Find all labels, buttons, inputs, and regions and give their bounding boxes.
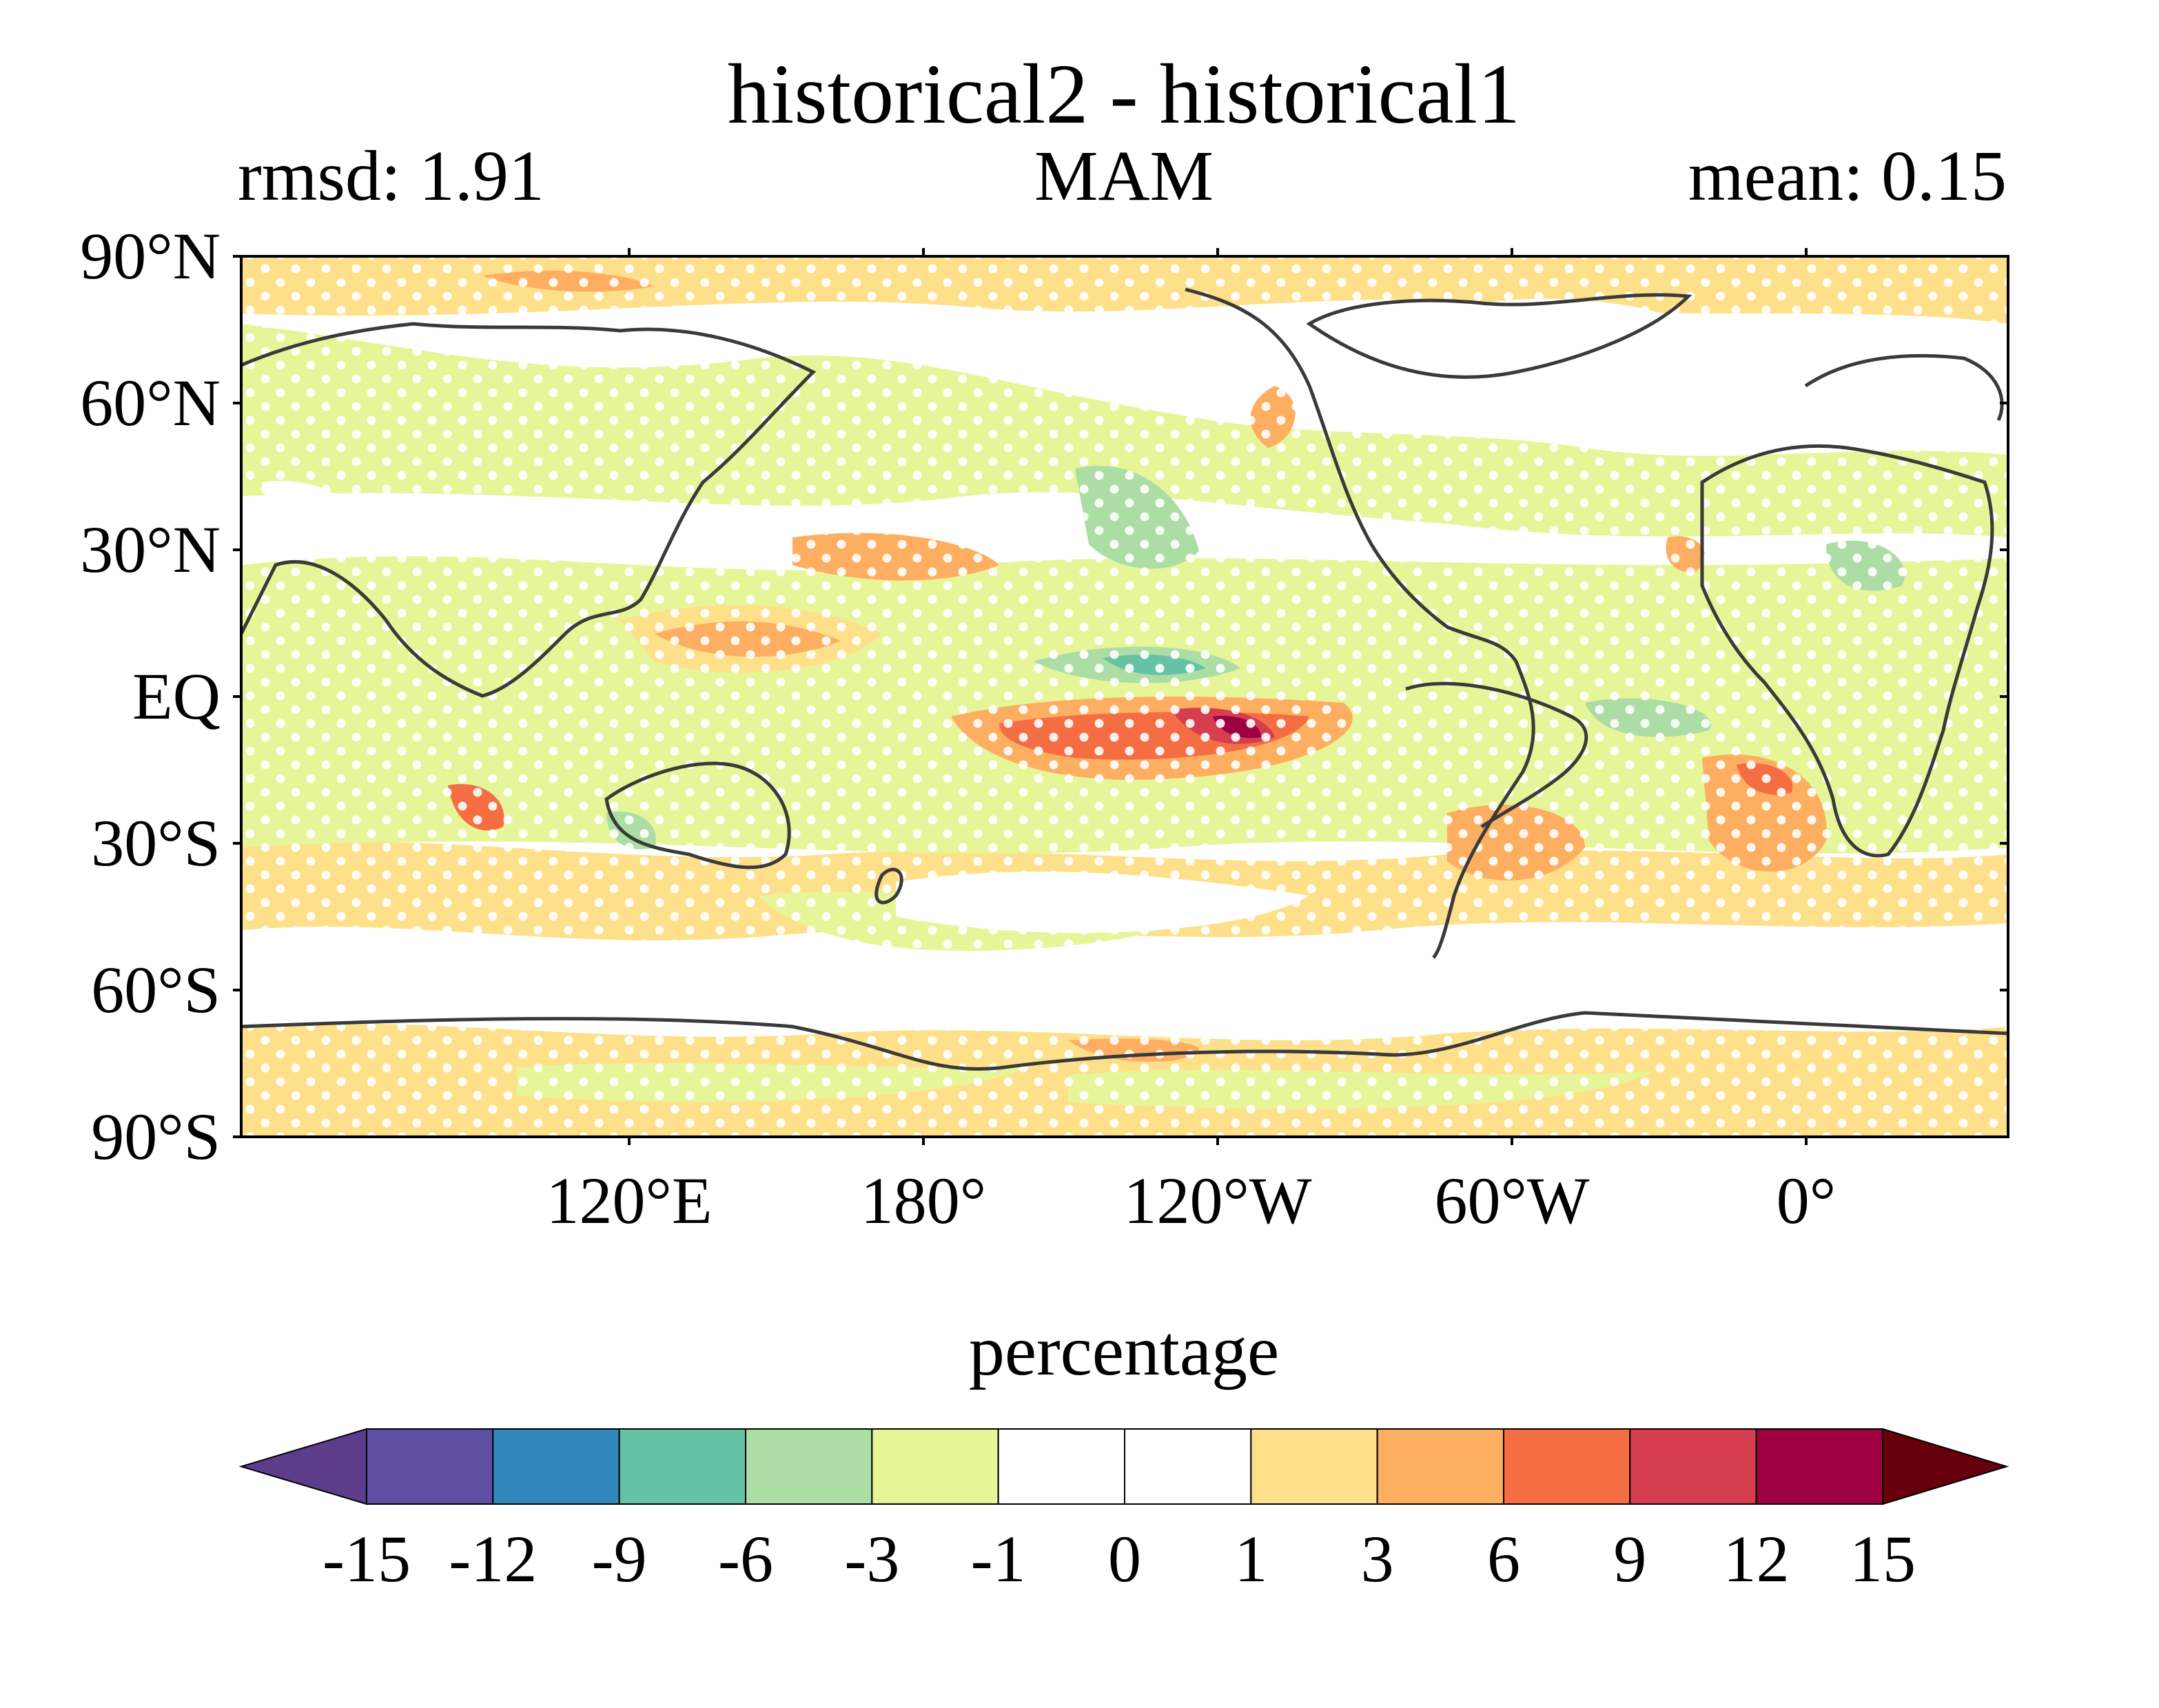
colorbar-tick-label: 6 <box>1487 1522 1520 1596</box>
map-panel <box>241 256 2008 1137</box>
colorbar-swatch <box>1250 1428 1378 1505</box>
coastlines <box>241 287 2008 1071</box>
lon-tick-label: 0° <box>1777 1164 1836 1237</box>
colorbar-swatch <box>1376 1428 1504 1505</box>
colorbar-tick-label: 12 <box>1723 1522 1790 1596</box>
colorbar-swatch <box>1503 1428 1631 1505</box>
rmsd-label: rmsd: 1.91 <box>238 136 544 216</box>
lat-tick-label: 90°S <box>91 1100 221 1173</box>
colorbar-tick-label: -12 <box>449 1522 537 1596</box>
mean-label: mean: 0.15 <box>1688 136 2007 216</box>
stippling <box>241 256 2008 1137</box>
colorbar-tick-label: -3 <box>844 1522 899 1596</box>
colorbar-tick-label: -15 <box>323 1522 411 1596</box>
colorbar-swatch <box>1629 1428 1757 1505</box>
colorbar-tick-label: 1 <box>1234 1522 1267 1596</box>
colorbar-tick-label: -6 <box>718 1522 773 1596</box>
colorbar-swatch <box>1755 1428 1884 1505</box>
season-label: MAM <box>1034 136 1214 216</box>
lat-tick-label: 90°N <box>80 219 221 293</box>
lon-tick-label: 60°W <box>1435 1164 1590 1237</box>
lon-tick-label: 120°E <box>546 1164 712 1237</box>
colorbar: -15 -12 -9 -6 -3 -1 0 1 3 6 9 12 15 <box>238 1428 2009 1596</box>
colorbar-tick-label: 3 <box>1361 1522 1394 1596</box>
colorbar-swatch <box>366 1428 494 1505</box>
colorbar-extend-high <box>1882 1428 2009 1505</box>
lat-axis <box>233 255 2008 1138</box>
lat-tick-label: 60°S <box>91 953 221 1027</box>
lon-tick-label: 180° <box>861 1164 986 1237</box>
colorbar-label: percentage <box>969 1311 1279 1390</box>
colorbar-swatch <box>492 1428 620 1505</box>
colorbar-tick-label: -9 <box>592 1522 647 1596</box>
lat-tick-label: 30°N <box>80 513 221 586</box>
colorbar-swatch <box>871 1428 999 1505</box>
colorbar-tick-label: 15 <box>1850 1522 1916 1596</box>
colorbar-swatch <box>1124 1428 1252 1505</box>
lon-axis <box>628 248 1808 1145</box>
colorbar-tick-label: -1 <box>971 1522 1026 1596</box>
lon-tick-label: 120°W <box>1124 1164 1312 1237</box>
colorbar-extend-low <box>238 1428 367 1505</box>
map-title: historical2 - historical1 <box>728 47 1520 141</box>
colorbar-tick-label: 0 <box>1108 1522 1141 1596</box>
colorbar-swatch <box>745 1428 873 1505</box>
colorbar-tick-label: 9 <box>1613 1522 1646 1596</box>
colorbar-swatch <box>997 1428 1125 1505</box>
lat-tick-label: EQ <box>132 659 221 733</box>
lat-tick-label: 30°S <box>91 806 221 880</box>
lat-tick-label: 60°N <box>80 366 221 440</box>
colorbar-swatch <box>618 1428 747 1505</box>
